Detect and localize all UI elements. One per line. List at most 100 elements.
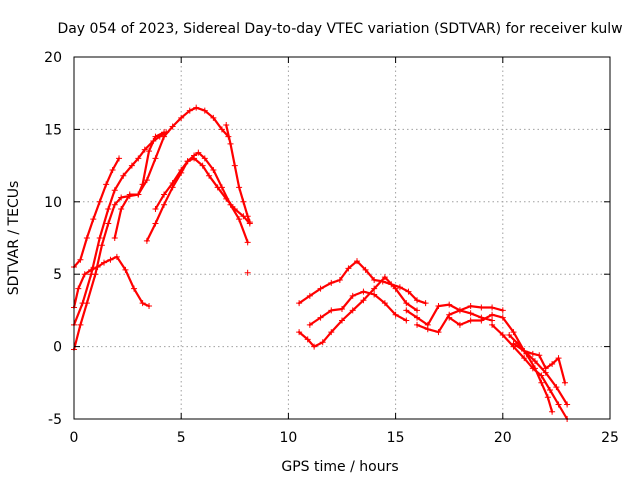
data-point (467, 310, 474, 317)
x-axis-label: GPS time / hours (281, 459, 398, 475)
data-point (152, 155, 159, 162)
data-point (555, 401, 562, 408)
data-point (354, 258, 361, 265)
data-point (116, 155, 123, 162)
data-point (143, 237, 150, 244)
series-line (448, 313, 569, 406)
data-point (467, 317, 474, 324)
data-point (546, 387, 553, 394)
data-point (128, 162, 135, 169)
data-point (414, 314, 421, 321)
series-line (72, 131, 166, 351)
data-point (339, 305, 345, 312)
data-point (561, 379, 568, 386)
x-tick-label: 5 (177, 430, 186, 446)
data-point (549, 408, 556, 415)
data-point (244, 239, 251, 246)
data-point (150, 137, 157, 144)
y-tick-label: 10 (44, 195, 62, 211)
data-point (118, 206, 125, 213)
data-point (489, 311, 496, 318)
data-point (227, 140, 234, 147)
data-point (555, 355, 562, 362)
data-point (521, 355, 528, 362)
plot-frame (73, 56, 611, 420)
data-point (306, 292, 313, 299)
data-point (122, 266, 129, 273)
data-point (435, 303, 442, 310)
data-point (77, 256, 84, 263)
data-point (360, 288, 367, 295)
data-point (161, 133, 168, 140)
data-point (564, 401, 571, 408)
data-point (186, 107, 193, 114)
data-point (199, 162, 206, 169)
data-point (131, 285, 138, 292)
data-point (349, 307, 356, 314)
x-tick-label: 10 (279, 430, 297, 446)
data-point (414, 321, 421, 328)
data-point (456, 307, 463, 314)
data-point (146, 303, 153, 310)
x-tick-label: 25 (601, 430, 619, 446)
data-point (489, 321, 496, 328)
data-point (90, 216, 97, 223)
data-point (107, 256, 114, 263)
series-arc-10 (296, 274, 421, 350)
series-arc-9 (296, 258, 429, 307)
data-point (111, 187, 118, 194)
data-point (381, 300, 388, 307)
data-point (109, 166, 116, 173)
series-layer (71, 104, 571, 422)
data-point (403, 300, 410, 307)
data-point (499, 332, 506, 339)
data-point (414, 307, 421, 314)
data-point (536, 352, 543, 359)
data-point (538, 379, 545, 386)
data-point (98, 242, 105, 249)
data-point (223, 195, 230, 202)
series-arc-11 (306, 288, 410, 328)
series-line (72, 157, 121, 269)
data-point (96, 235, 103, 241)
data-point (371, 285, 378, 292)
data-point (152, 206, 159, 213)
y-axis-label: SDTVAR / TECUs (6, 181, 22, 296)
data-point (328, 329, 335, 336)
data-point (240, 198, 247, 205)
data-point (88, 271, 95, 278)
data-point (169, 123, 176, 130)
grid (74, 57, 610, 419)
data-point (392, 285, 399, 292)
data-point (311, 343, 318, 350)
data-point (201, 107, 208, 114)
data-point (193, 104, 200, 111)
data-point (161, 201, 168, 208)
data-point (345, 265, 352, 272)
data-point (244, 269, 251, 276)
data-point (246, 219, 253, 226)
data-point (506, 332, 513, 339)
data-point (446, 314, 453, 321)
series-isolated (244, 269, 251, 276)
chart-title: Day 054 of 2023, Sidereal Day-to-day VTE… (57, 21, 622, 37)
data-point (105, 206, 112, 213)
data-point (146, 148, 153, 155)
data-point (304, 336, 311, 343)
data-point (414, 297, 421, 304)
data-point (510, 329, 517, 336)
data-point (231, 162, 238, 169)
series-arc-1 (71, 155, 123, 270)
data-point (111, 235, 118, 241)
data-point (456, 321, 463, 328)
data-point (531, 365, 538, 372)
data-point (549, 360, 556, 367)
data-point (103, 181, 110, 188)
data-point (81, 271, 88, 278)
y-tick-label: -5 (48, 412, 62, 428)
data-point (83, 235, 90, 241)
data-point (126, 191, 133, 198)
data-point (105, 220, 112, 227)
